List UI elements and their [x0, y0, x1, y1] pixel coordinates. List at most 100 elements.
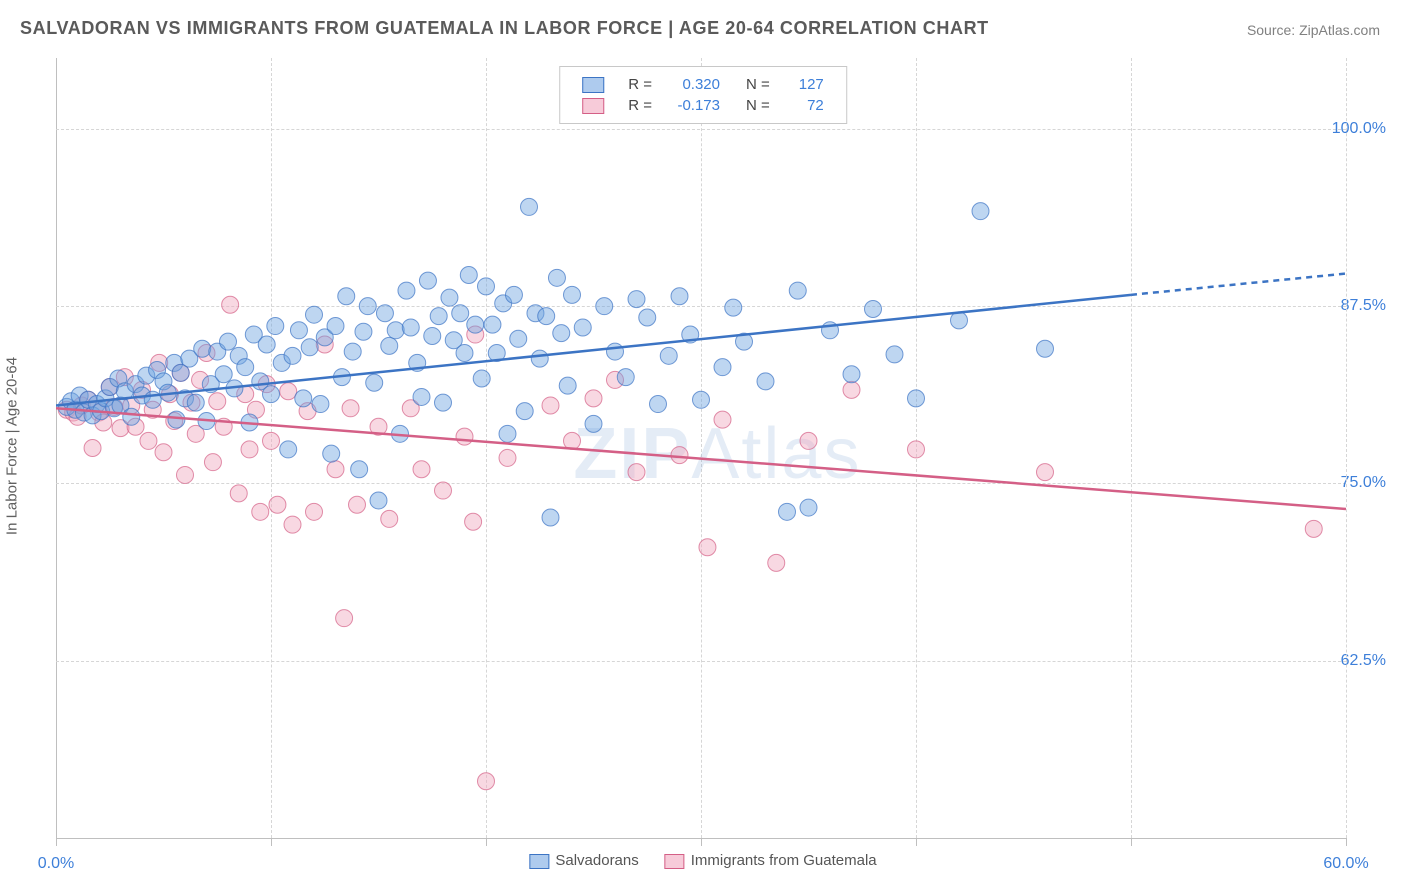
scatter-point — [628, 464, 645, 481]
scatter-point — [671, 288, 688, 305]
scatter-point — [351, 461, 368, 478]
legend-series-item: Immigrants from Guatemala — [665, 852, 877, 869]
scatter-point — [564, 286, 581, 303]
scatter-point — [327, 461, 344, 478]
scatter-point — [338, 288, 355, 305]
legend-swatch — [665, 854, 685, 869]
scatter-point — [376, 305, 393, 322]
y-axis-label: In Labor Force | Age 20-64 — [4, 357, 21, 535]
scatter-point — [381, 510, 398, 527]
scatter-point — [230, 485, 247, 502]
scatter-point — [699, 539, 716, 556]
x-tick — [271, 838, 272, 846]
source-label: Source: — [1247, 22, 1299, 38]
legend-r-label: R = — [620, 96, 660, 115]
scatter-point — [456, 344, 473, 361]
scatter-point — [714, 411, 731, 428]
legend-n-label: N = — [730, 96, 778, 115]
legend-n-label: N = — [730, 75, 778, 94]
legend-n-value: 127 — [780, 75, 832, 94]
scatter-point — [402, 319, 419, 336]
scatter-point — [607, 343, 624, 360]
legend-correlation-row: R =-0.173N =72 — [574, 96, 832, 115]
scatter-point — [585, 415, 602, 432]
scatter-point — [800, 499, 817, 516]
scatter-point — [258, 336, 275, 353]
scatter-point — [215, 366, 232, 383]
scatter-point — [301, 339, 318, 356]
scatter-point — [478, 773, 495, 790]
scatter-point — [430, 308, 447, 325]
scatter-point — [548, 269, 565, 286]
scatter-point — [456, 428, 473, 445]
legend-r-value: 0.320 — [662, 75, 728, 94]
scatter-point — [628, 291, 645, 308]
scatter-point — [499, 449, 516, 466]
scatter-point — [908, 441, 925, 458]
scatter-point — [693, 391, 710, 408]
scatter-point — [280, 441, 297, 458]
legend-n-value: 72 — [780, 96, 832, 115]
scatter-point — [359, 298, 376, 315]
legend-swatch — [582, 98, 604, 114]
scatter-point — [516, 403, 533, 420]
scatter-point — [204, 454, 221, 471]
legend-correlation: R =0.320N =127 R =-0.173N =72 — [559, 66, 847, 124]
scatter-point — [725, 299, 742, 316]
scatter-point — [865, 301, 882, 318]
scatter-point — [177, 466, 194, 483]
scatter-point — [585, 390, 602, 407]
scatter-point — [843, 381, 860, 398]
legend-r-value: -0.173 — [662, 96, 728, 115]
legend-series: Salvadorans Immigrants from Guatemala — [529, 852, 876, 869]
scatter-point — [280, 383, 297, 400]
scatter-point — [284, 347, 301, 364]
x-tick — [1346, 838, 1347, 846]
legend-series-label: Immigrants from Guatemala — [691, 852, 877, 869]
scatter-point — [370, 492, 387, 509]
scatter-point — [972, 203, 989, 220]
scatter-point — [617, 369, 634, 386]
scatter-point — [312, 396, 329, 413]
scatter-point — [290, 322, 307, 339]
scatter-point — [366, 374, 383, 391]
y-tick-label: 75.0% — [1341, 474, 1386, 492]
legend-swatch — [582, 77, 604, 93]
scatter-point — [460, 266, 477, 283]
scatter-point — [220, 333, 237, 350]
scatter-point — [237, 359, 254, 376]
scatter-point — [1037, 340, 1054, 357]
scatter-point — [473, 370, 490, 387]
scatter-point — [650, 396, 667, 413]
scatter-point — [435, 394, 452, 411]
gridline-vertical — [1346, 58, 1347, 838]
legend-correlation-table: R =0.320N =127 R =-0.173N =72 — [572, 73, 834, 117]
scatter-point — [521, 198, 538, 215]
scatter-point — [467, 316, 484, 333]
legend-series-item: Salvadorans — [529, 852, 638, 869]
scatter-point — [398, 282, 415, 299]
scatter-point — [306, 306, 323, 323]
x-tick-label: 0.0% — [38, 855, 74, 873]
scatter-point — [387, 322, 404, 339]
scatter-point — [886, 346, 903, 363]
x-tick-label: 60.0% — [1323, 855, 1368, 873]
scatter-point — [252, 503, 269, 520]
scatter-point — [269, 496, 286, 513]
scatter-point — [336, 610, 353, 627]
scatter-point — [441, 289, 458, 306]
scatter-point — [413, 388, 430, 405]
scatter-point — [355, 323, 372, 340]
scatter-point — [222, 296, 239, 313]
legend-series-label: Salvadorans — [555, 852, 638, 869]
scatter-point — [789, 282, 806, 299]
legend-swatch — [529, 854, 549, 869]
scatter-point — [194, 340, 211, 357]
scatter-point — [484, 316, 501, 333]
scatter-point — [187, 394, 204, 411]
scatter-point — [155, 444, 172, 461]
scatter-point — [381, 337, 398, 354]
scatter-point — [419, 272, 436, 289]
scatter-point — [424, 327, 441, 344]
x-tick — [56, 838, 57, 846]
